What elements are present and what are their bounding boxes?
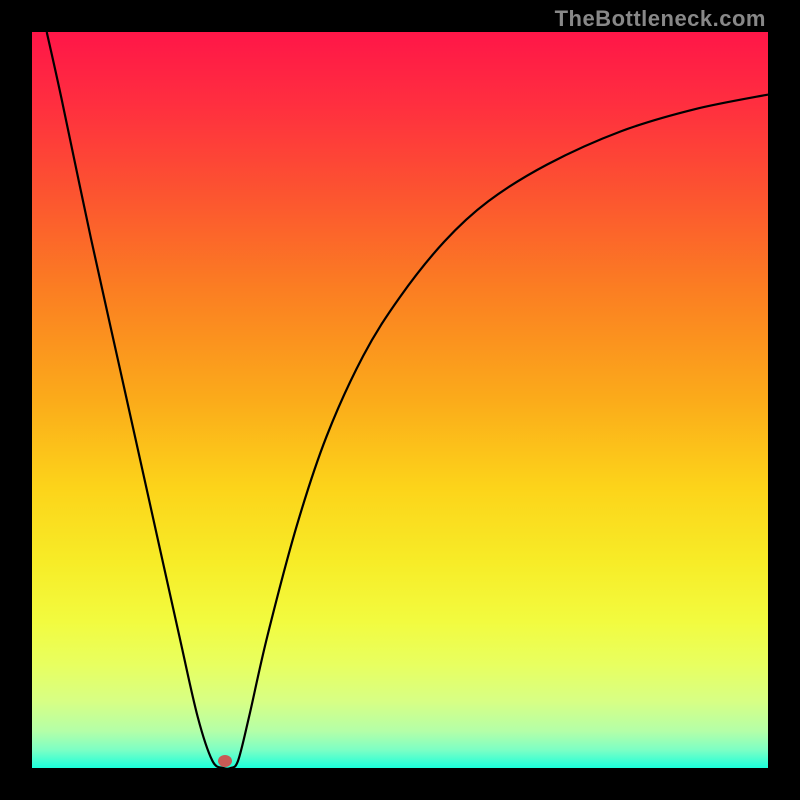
chart-frame: TheBottleneck.com <box>0 0 800 800</box>
curve-path <box>47 32 768 769</box>
bottleneck-curve <box>32 32 768 768</box>
watermark-text: TheBottleneck.com <box>555 6 766 32</box>
plot-area <box>32 32 768 768</box>
minimum-marker <box>218 755 232 767</box>
